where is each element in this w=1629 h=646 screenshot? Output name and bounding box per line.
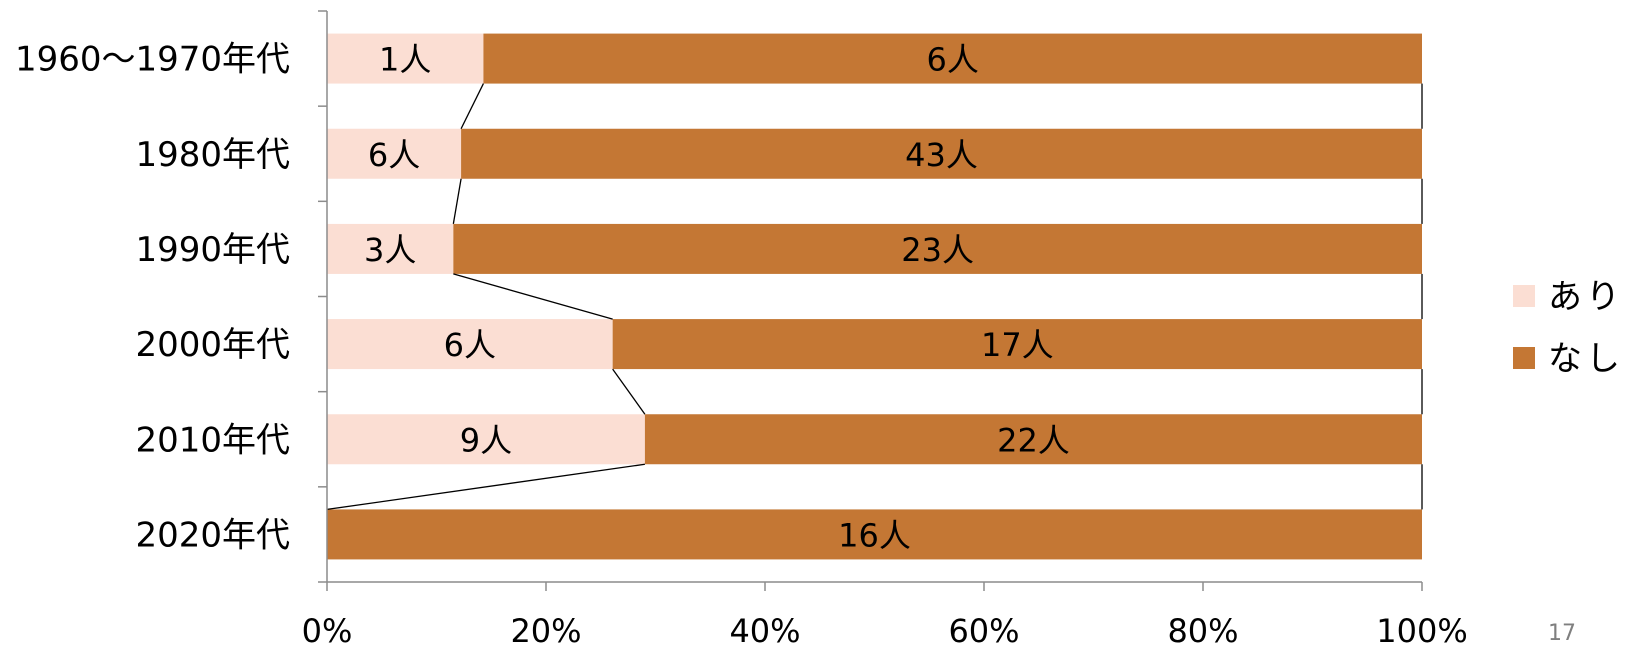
category-label-2: 1990年代 xyxy=(135,230,290,270)
data-label-nashi-1: 43人 xyxy=(905,136,978,174)
category-label-5: 2020年代 xyxy=(135,515,290,555)
bar-ari-4 xyxy=(327,414,645,465)
data-label-nashi-5: 16人 xyxy=(838,516,911,554)
category-label-4: 2010年代 xyxy=(135,420,290,460)
bar-ari-3 xyxy=(327,319,613,370)
category-labels-layer: 1960〜1970年代 1980年代 1990年代 2000年代 2010年代 2020年… xyxy=(15,40,290,556)
category-label-0: 1960〜1970年代 xyxy=(15,40,290,80)
bar-ari-1 xyxy=(327,128,462,179)
data-label-nashi-0: 6人 xyxy=(927,41,979,79)
data-label-ari-2: 3人 xyxy=(364,231,416,269)
x-tick-label-4: 80% xyxy=(1167,612,1238,646)
series-line-0-1 xyxy=(452,178,462,225)
legend-swatch-ari[interactable] xyxy=(1513,285,1535,307)
bars-layer xyxy=(327,33,1422,560)
x-tick-labels-layer: 0% 20% 40% 60% 80% 100% xyxy=(302,612,1468,646)
data-label-ari-0: 1人 xyxy=(379,41,431,79)
bar-nashi-0 xyxy=(483,33,1422,84)
legend-label-nashi[interactable]: なし xyxy=(1548,339,1624,379)
data-label-ari-1: 6人 xyxy=(368,136,420,174)
bar-ari-0 xyxy=(327,33,484,84)
series-line-0-2 xyxy=(453,273,613,320)
series-lines-layer xyxy=(326,83,1423,511)
bar-nashi-4 xyxy=(644,414,1422,465)
bar-nashi-1 xyxy=(461,128,1422,179)
legend-label-ari[interactable]: あり xyxy=(1548,277,1624,317)
series-line-0-4 xyxy=(326,463,645,511)
x-tick-label-0: 0% xyxy=(302,612,353,646)
bar-ari-2 xyxy=(327,223,454,274)
bar-nashi-5 xyxy=(327,509,1422,560)
x-tick-label-2: 40% xyxy=(729,612,800,646)
series-line-0-0 xyxy=(460,83,485,130)
legend-swatch-nashi[interactable] xyxy=(1513,347,1535,369)
data-label-nashi-2: 23人 xyxy=(901,231,974,269)
x-tick-label-3: 60% xyxy=(948,612,1019,646)
data-label-nashi-3: 17人 xyxy=(981,326,1054,364)
bar-labels-layer: 1人 6人 6人 43人 3人 23人 6人 17人 9人 22人 16人 xyxy=(364,41,1070,555)
bar-nashi-2 xyxy=(453,223,1422,274)
category-label-3: 2000年代 xyxy=(135,325,290,365)
category-label-1: 1980年代 xyxy=(135,135,290,175)
axes-layer xyxy=(318,10,1423,591)
data-label-nashi-4: 22人 xyxy=(997,421,1070,459)
x-tick-label-5: 100% xyxy=(1376,612,1467,646)
data-label-ari-3: 6人 xyxy=(444,326,496,364)
data-label-ari-4: 9人 xyxy=(460,421,512,459)
x-tick-label-1: 20% xyxy=(510,612,581,646)
bar-nashi-3 xyxy=(612,319,1422,370)
page-number: 17 xyxy=(1548,621,1576,646)
series-line-0-3 xyxy=(612,368,646,415)
